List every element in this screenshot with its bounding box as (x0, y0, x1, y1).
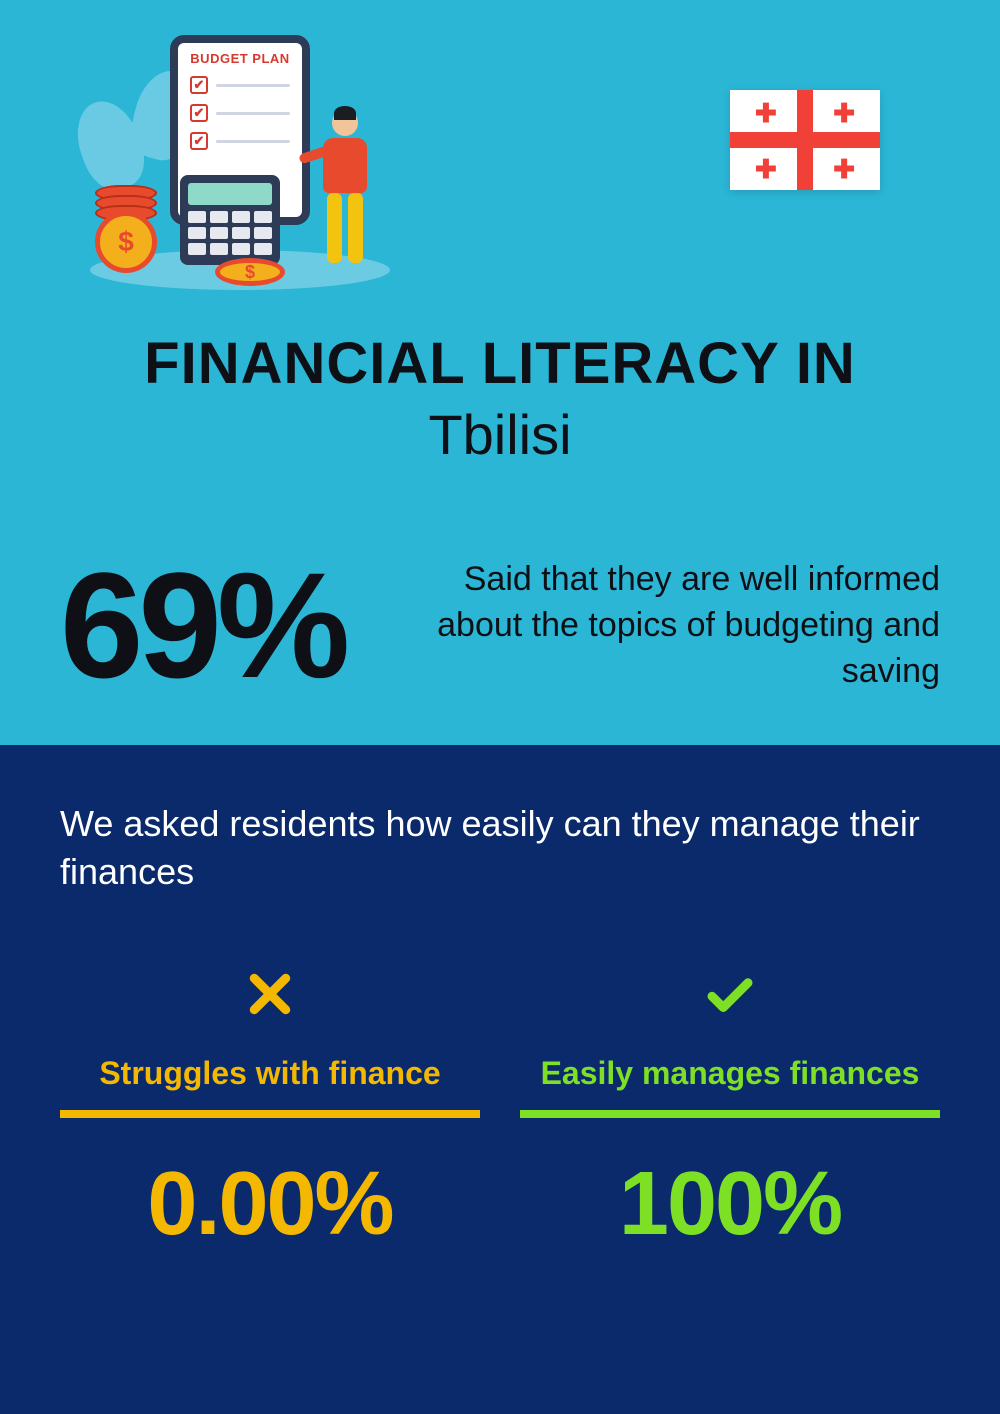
x-icon (60, 967, 480, 1030)
main-stat-value: 69% (60, 558, 345, 693)
survey-question: We asked residents how easily can they m… (60, 800, 940, 897)
main-stat-row: 69% Said that they are well informed abo… (60, 557, 940, 695)
column-struggles: Struggles with finance 0.00% (60, 967, 480, 1256)
manages-value: 100% (520, 1153, 940, 1256)
main-stat-description: Said that they are well informed about t… (375, 557, 940, 695)
person-icon (310, 110, 380, 280)
single-coin-icon: $ (215, 258, 285, 286)
top-section: BUDGET PLAN ✔ ✔ ✔ $ $ (0, 0, 1000, 745)
infographic-page: BUDGET PLAN ✔ ✔ ✔ $ $ (0, 0, 1000, 1414)
georgia-flag-icon: ✚ ✚ ✚ ✚ (730, 90, 880, 190)
tablet-title: BUDGET PLAN (178, 51, 302, 66)
struggles-divider (60, 1110, 480, 1118)
budget-illustration: BUDGET PLAN ✔ ✔ ✔ $ $ (60, 30, 400, 290)
title-block: FINANCIAL LITERACY IN Tbilisi (60, 330, 940, 467)
title-location: Tbilisi (60, 402, 940, 467)
manages-label: Easily manages finances (520, 1055, 940, 1092)
coins-icon: $ (95, 185, 157, 277)
check-icon (520, 967, 940, 1030)
calculator-icon (180, 175, 280, 265)
column-manages: Easily manages finances 100% (520, 967, 940, 1256)
manages-divider (520, 1110, 940, 1118)
title-main: FINANCIAL LITERACY IN (60, 330, 940, 397)
struggles-value: 0.00% (60, 1153, 480, 1256)
bottom-section: We asked residents how easily can they m… (0, 745, 1000, 1414)
header-row: BUDGET PLAN ✔ ✔ ✔ $ $ (60, 30, 940, 290)
results-columns: Struggles with finance 0.00% Easily mana… (60, 967, 940, 1256)
struggles-label: Struggles with finance (60, 1055, 480, 1092)
